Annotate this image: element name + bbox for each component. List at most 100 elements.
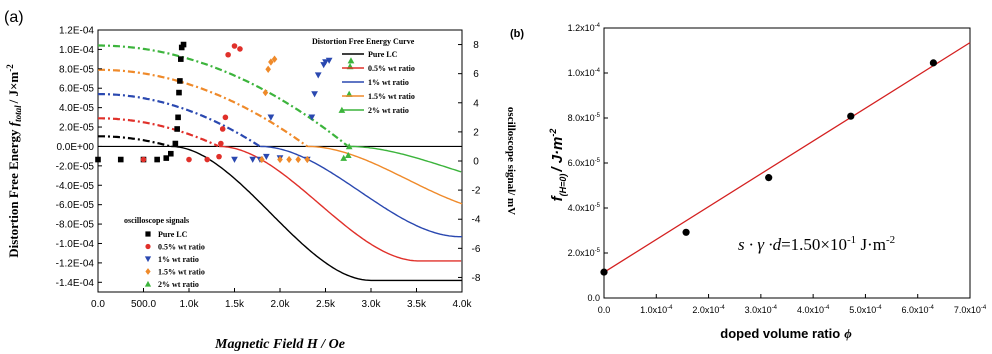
energy-curve-dashdot xyxy=(97,92,261,148)
a-x-ticks: 0.0 500.0 1.0k 1.5k 2.0k 2.5k 3.0k 3.5k 4.0k xyxy=(91,288,472,310)
energy-curve-dashdot xyxy=(98,135,172,148)
oscilloscope-point xyxy=(178,56,184,62)
a-y-left-axis-label: Distortion Free Energy ftotal/ J×m-2 xyxy=(5,64,23,258)
b-y-tick-label: 4.0x10-5 xyxy=(568,203,601,213)
b-x-tick-label: 1.0x10-4 xyxy=(640,305,673,315)
a-y-left-tick-label: -1.2E-04 xyxy=(56,258,95,269)
a-y-left-tick-label: 2.0E-05 xyxy=(59,123,94,134)
oscilloscope-point xyxy=(95,156,101,163)
curve-legend-entry: 1% wt ratio xyxy=(368,78,409,87)
b-y-axis-label: f(H=0)/ J·m-2 xyxy=(548,129,568,202)
oscilloscope-point xyxy=(154,156,160,163)
oscilloscope-point xyxy=(262,88,269,97)
fit-line xyxy=(603,42,971,273)
b-x-tick-label: 4.0x10-4 xyxy=(797,305,830,315)
oscilloscope-point xyxy=(140,156,147,163)
a-y-left-tick-label: -1.4E-04 xyxy=(56,278,95,289)
oscilloscope-point xyxy=(347,57,355,64)
a-y-right-tick-label: -8 xyxy=(472,273,481,284)
panel-a-label: (a) xyxy=(4,9,24,26)
a-y-right-ticks: 8 6 4 2 0 -2 -4 -6 -8 xyxy=(458,40,481,284)
a-x-tick-label: 3.0k xyxy=(362,299,382,310)
scatter-legend-marker xyxy=(145,268,151,275)
oscilloscope-point xyxy=(216,153,222,160)
oscilloscope-point xyxy=(262,153,270,160)
fit-annotation: s · γ ·d=1.50×10-1 J·m-2 xyxy=(738,234,895,254)
curve-legend-entry: 0.5% wt ratio xyxy=(368,64,415,73)
scatter-legend-title: oscilloscope signals xyxy=(124,216,189,225)
oscilloscope-point xyxy=(175,114,181,121)
b-y-tick-label: 2.0x10-5 xyxy=(568,248,601,258)
b-x-tick-label: 5.0x10-4 xyxy=(849,305,882,315)
b-data-point xyxy=(765,174,773,182)
a-y-right-axis-label: oscilloscope signal/ mV xyxy=(505,107,517,215)
energy-curve-solid xyxy=(218,145,462,262)
oscilloscope-point xyxy=(338,106,346,113)
oscilloscope-point xyxy=(286,155,292,164)
scatter-legend-entry: 1% wt ratio xyxy=(158,255,199,264)
oscilloscope-point xyxy=(277,155,283,164)
a-x-tick-label: 4.0k xyxy=(453,299,473,310)
panel-b-frame xyxy=(603,27,971,299)
a-y-left-tick-label: 4.0E-05 xyxy=(59,103,94,114)
b-y-tick-label: 6.0x10-5 xyxy=(568,158,601,168)
oscilloscope-point xyxy=(172,140,179,147)
b-y-tick-label: 0.0 xyxy=(587,293,600,303)
scatter-legend-entry: 2% wt ratio xyxy=(158,280,199,289)
scatter-legend-marker xyxy=(144,256,152,263)
oscilloscope-point xyxy=(163,155,170,161)
oscilloscope-point xyxy=(219,126,226,132)
b-y-tick-label: 1.2x10-4 xyxy=(568,23,601,33)
a-x-tick-label: 2.5k xyxy=(316,299,336,310)
scatter-legend-marker xyxy=(145,243,151,250)
a-x-tick-label: 1.0k xyxy=(180,299,200,310)
a-x-axis-label: Magnetic Field H / Oe xyxy=(214,337,345,352)
a-y-right-tick-label: 8 xyxy=(473,40,479,51)
oscilloscope-point xyxy=(295,155,301,164)
oscilloscope-point xyxy=(311,91,318,98)
oscilloscope-point xyxy=(174,126,180,132)
oscilloscope-point xyxy=(237,46,243,52)
a-x-tick-label: 2.0k xyxy=(271,299,291,310)
oscilloscope-point xyxy=(345,143,353,150)
oscilloscope-point xyxy=(304,155,311,164)
oscilloscope-point xyxy=(231,43,238,49)
oscilloscope-point xyxy=(117,156,124,163)
scatter-legend-entry: 0.5% wt ratio xyxy=(158,243,205,252)
panel-b-label: (b) xyxy=(510,28,524,40)
energy-curve-dashdot xyxy=(98,44,348,147)
energy-curve-solid xyxy=(348,145,462,173)
oscilloscope-point xyxy=(322,59,329,66)
oscilloscope-point xyxy=(176,89,182,96)
b-x-ticks: 0.0 1.0x10-4 2.0x10-4 3.0x10-4 4.0x10-4 5.0x1… xyxy=(598,294,987,315)
energy-curve-solid xyxy=(307,145,463,205)
a-x-tick-label: 500.0 xyxy=(131,299,156,310)
oscilloscope-point xyxy=(231,156,238,163)
b-data-point xyxy=(847,112,855,120)
scatter-legend-marker xyxy=(144,280,152,287)
oscilloscope-point xyxy=(267,114,275,121)
a-y-left-tick-label: 8.0E-05 xyxy=(59,64,94,75)
a-y-right-tick-label: -2 xyxy=(472,186,481,197)
scatter-legend-marker xyxy=(145,231,151,237)
energy-curve-solid xyxy=(259,145,462,238)
energy-curves xyxy=(97,44,463,282)
b-y-tick-label: 8.0x10-5 xyxy=(568,113,601,123)
scatter-legend-entry: Pure LC xyxy=(158,230,188,239)
b-x-tick-label: 2.0x10-4 xyxy=(692,305,725,315)
a-y-left-tick-label: 0.0E+00 xyxy=(56,142,94,153)
oscilloscope-point xyxy=(186,156,192,163)
a-y-left-ticks: 1.2E-04 1.0E-04 8.0E-05 6.0E-05 4.0E-05 2.0E-… xyxy=(56,26,102,289)
curve-legend-entry: Pure LC xyxy=(368,50,398,59)
energy-curve-dashdot xyxy=(98,117,219,148)
b-data-point xyxy=(600,268,608,276)
oscilloscope-point xyxy=(204,156,210,163)
b-x-tick-label: 0.0 xyxy=(598,305,611,315)
b-data-point xyxy=(929,59,938,67)
curve-legend: Distortion Free Energy Curve Pure LC 0.5%… xyxy=(312,37,415,115)
b-y-ticks: 0.0 2.0x10-5 4.0x10-5 6.0x10-5 8.0x10-5 1.0x1… xyxy=(568,23,608,303)
scatter-legend-entry: 1.5% wt ratio xyxy=(158,268,205,277)
a-y-left-tick-label: 6.0E-05 xyxy=(59,84,94,95)
a-y-left-tick-label: -4.0E-05 xyxy=(56,181,95,192)
